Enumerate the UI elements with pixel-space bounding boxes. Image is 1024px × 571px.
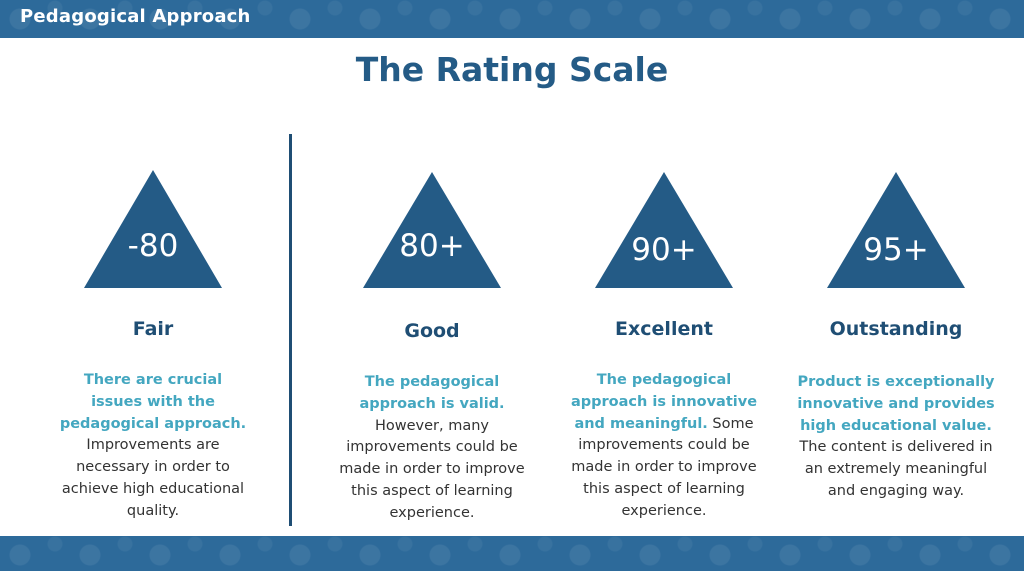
header-title: Pedagogical Approach <box>20 6 251 27</box>
header-band: Pedagogical Approach <box>0 0 1024 38</box>
rating-highlight: The pedagogical approach is valid. <box>359 374 505 412</box>
rating-label: Outstanding <box>829 318 963 340</box>
rating-value: -80 <box>127 228 179 264</box>
divider-line <box>289 134 292 526</box>
triangle-icon <box>827 172 965 288</box>
rating-description: The pedagogical approach is valid. Howev… <box>335 372 529 525</box>
rating-text: The content is delivered in an extremely… <box>799 439 993 499</box>
rating-label: Fair <box>132 318 174 340</box>
rating-highlight: There are crucial issues with the pedago… <box>59 372 247 432</box>
rating-highlight: The pedagogical approach is innovative a… <box>570 372 758 432</box>
triangle-icon <box>84 170 222 288</box>
footer-band <box>0 536 1024 571</box>
rating-card-outstanding: 95+ Outstanding Product is exceptionally… <box>793 172 999 517</box>
rating-text: Some improvements could be made in order… <box>571 415 757 519</box>
rating-highlight: Product is exceptionally innovative and … <box>797 374 995 434</box>
rating-text: However, many improvements could be made… <box>339 417 525 521</box>
rating-description: There are crucial issues with the pedago… <box>57 370 249 523</box>
page-title: The Rating Scale <box>355 50 669 89</box>
rating-description: The pedagogical approach is innovative a… <box>567 370 761 523</box>
rating-value: 95+ <box>863 232 929 268</box>
rating-description: Product is exceptionally innovative and … <box>793 372 999 503</box>
rating-card-fair: -80 Fair There are crucial issues with t… <box>57 170 249 519</box>
rating-label: Good <box>404 320 460 342</box>
rating-label: Excellent <box>615 318 713 340</box>
rating-value: 90+ <box>631 232 697 268</box>
triangle-icon <box>595 172 733 288</box>
rating-card-excellent: 90+ Excellent The pedagogical approach i… <box>567 172 761 519</box>
triangle-icon <box>363 172 501 288</box>
rating-card-good: 80+ Good The pedagogical approach is val… <box>335 172 529 521</box>
rating-value: 80+ <box>399 228 465 264</box>
rating-text: Improvements are necessary in order to a… <box>61 437 245 519</box>
